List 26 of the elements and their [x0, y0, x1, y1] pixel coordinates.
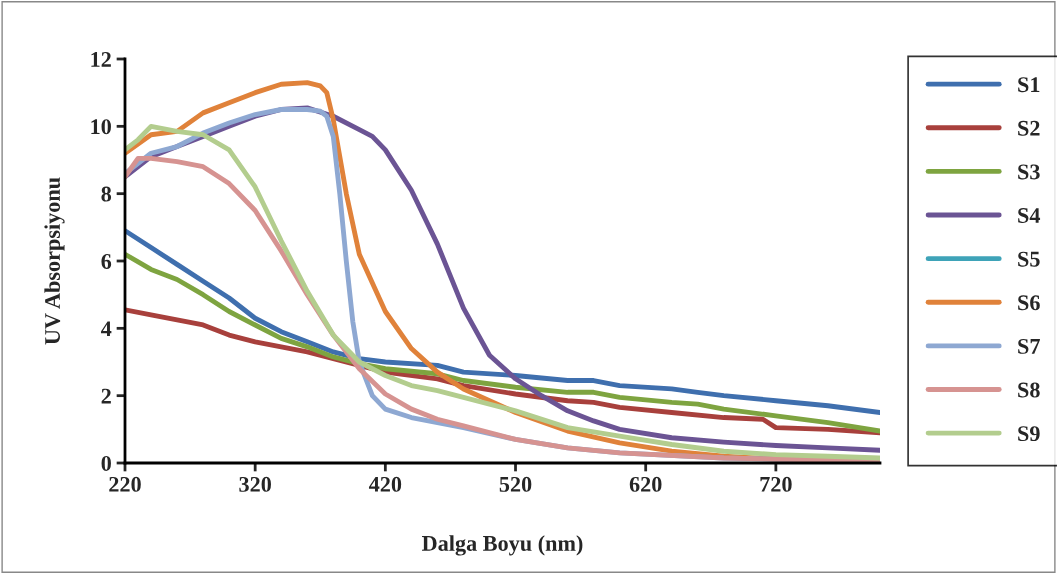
y-tick-label: 4 [101, 321, 112, 337]
line-series [125, 228, 880, 415]
y-axis-title: UV Absorpsiyonu [44, 177, 65, 345]
x-axis-title: Dalga Boyu (nm) [422, 535, 583, 556]
x-tick-label: 720 [760, 476, 792, 492]
y-tick-label: 6 [101, 253, 112, 269]
y-tick-label: 0 [101, 455, 111, 471]
legend-label: S9 [1018, 426, 1040, 442]
x-tick-label: 320 [239, 476, 271, 492]
legend-label: S7 [1018, 338, 1040, 354]
y-tick-label: 12 [91, 51, 111, 67]
legend-label: S3 [1018, 164, 1040, 180]
x-tick-label: 420 [368, 476, 402, 492]
line-series [125, 251, 880, 434]
legend-label: S6 [1018, 295, 1040, 311]
legend-label: S8 [1018, 382, 1040, 398]
x-tick-label: 620 [629, 476, 662, 492]
x-tick-label: 220 [109, 476, 141, 492]
legend-label: S1 [1018, 77, 1040, 93]
legend-label: S4 [1018, 208, 1041, 224]
legend-label: S5 [1018, 251, 1040, 267]
legend-label: S2 [1018, 120, 1040, 136]
y-tick-label: 8 [101, 186, 112, 202]
y-tick-label: 2 [101, 388, 111, 404]
x-tick-label: 520 [499, 476, 532, 492]
y-tick-label: 10 [91, 119, 111, 135]
